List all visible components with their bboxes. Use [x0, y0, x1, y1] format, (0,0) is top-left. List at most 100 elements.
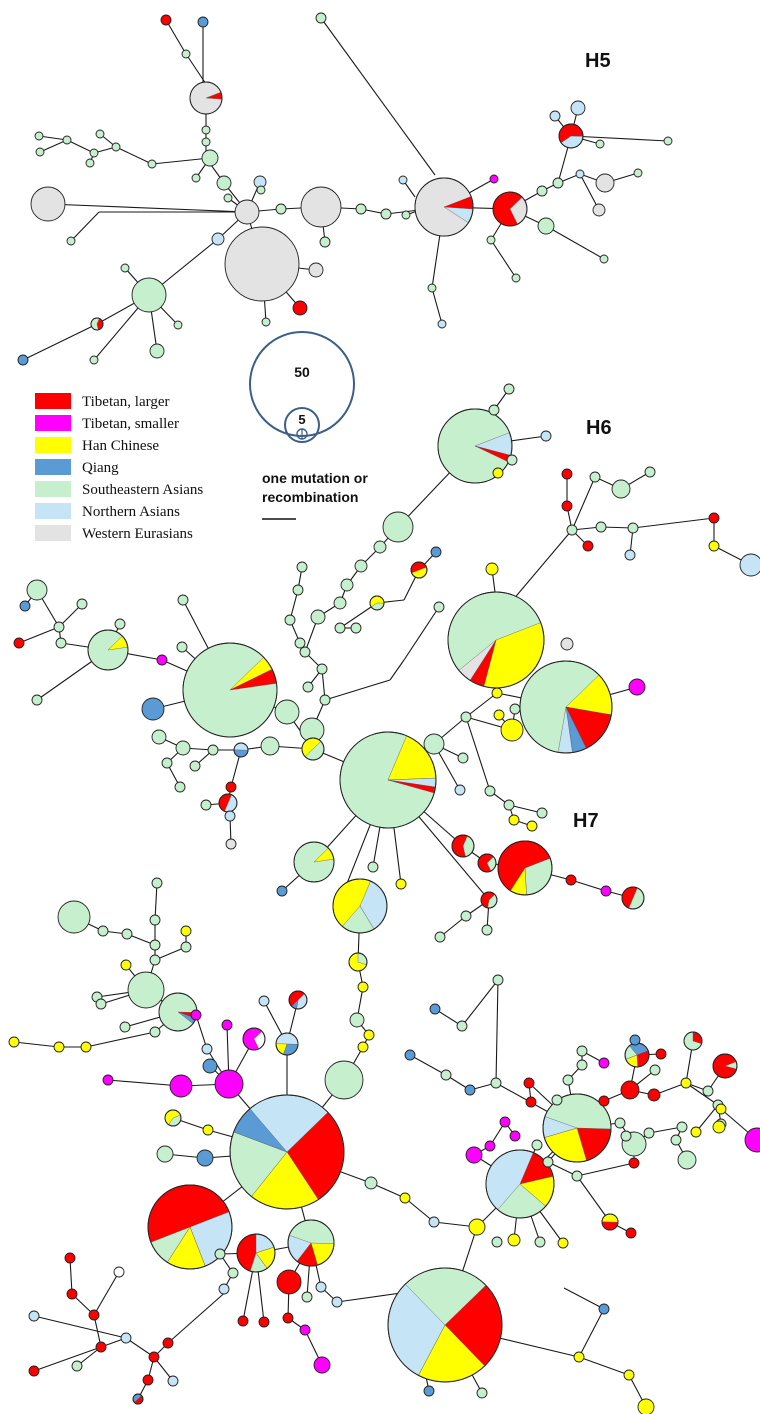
- haplotype-node: [437, 408, 513, 484]
- haplotype-node: [310, 609, 326, 625]
- haplotype-node: [276, 1269, 302, 1295]
- haplotype-node: [53, 1041, 65, 1053]
- network-edge: [85, 1031, 156, 1048]
- network-edge: [93, 1314, 102, 1348]
- node-outline: [287, 1219, 335, 1267]
- haplotype-node: [500, 718, 524, 742]
- haplotype-node: [506, 454, 518, 466]
- network-edge: [47, 203, 248, 213]
- haplotype-node: [476, 1387, 488, 1399]
- network-edge: [508, 804, 543, 814]
- node-outline: [712, 1053, 738, 1079]
- network-edges: [13, 17, 758, 1408]
- haplotype-node: [292, 584, 304, 596]
- haplotype-node: [201, 125, 211, 135]
- network-edge: [465, 692, 498, 718]
- node-outline: [558, 123, 584, 149]
- node-outline: [293, 841, 335, 883]
- node-outline: [410, 561, 428, 579]
- legend-label-southeastern: Southeastern Asians: [82, 482, 203, 498]
- network-edge: [404, 1197, 435, 1223]
- haplotype-node: [430, 546, 442, 558]
- node-outline: [301, 737, 325, 761]
- haplotype-node: [302, 681, 314, 693]
- haplotype-node: [427, 283, 437, 293]
- haplotype-node: [486, 235, 496, 245]
- haplotype-node: [95, 998, 107, 1010]
- haplotype-node: [17, 354, 29, 366]
- haplotype-node: [460, 711, 472, 723]
- haplotype-node: [348, 952, 368, 972]
- haplotype-node: [715, 1103, 727, 1115]
- haplotype-node: [571, 1170, 583, 1182]
- legend: Tibetan, larger Tibetan, smaller Han Chi…: [35, 393, 203, 542]
- haplotype-node: [499, 1116, 511, 1128]
- haplotype-node: [167, 1375, 179, 1387]
- node-outline: [339, 731, 437, 829]
- node-outline: [621, 886, 645, 910]
- haplotype-node: [87, 629, 129, 671]
- network-edge: [695, 1104, 719, 1133]
- pie-slice: [544, 1127, 587, 1162]
- haplotype-node: [151, 877, 163, 889]
- network-edge: [409, 1054, 447, 1076]
- haplotype-node: [712, 1120, 726, 1134]
- legend-swatch-han: [35, 437, 71, 453]
- legend-label-han: Han Chinese: [82, 438, 159, 454]
- haplotype-node: [331, 1296, 343, 1308]
- network-edge: [185, 53, 207, 85]
- legend-label-tibetan-smaller: Tibetan, smaller: [82, 416, 179, 432]
- haplotype-node: [223, 193, 233, 203]
- haplotype-node: [339, 731, 437, 829]
- haplotype-node: [299, 646, 311, 658]
- haplotype-node: [34, 131, 44, 141]
- haplotype-node: [114, 618, 126, 630]
- haplotype-node: [182, 642, 278, 738]
- haplotype-node: [261, 317, 271, 327]
- haplotype-node: [161, 757, 173, 769]
- pie-slice: [387, 735, 436, 781]
- haplotype-node: [456, 1020, 468, 1032]
- network-edge: [154, 946, 187, 961]
- haplotype-node: [111, 142, 121, 152]
- pie-slice: [576, 1127, 611, 1161]
- haplotype-node: [216, 175, 232, 191]
- haplotype-node: [120, 1332, 132, 1344]
- haplotype-node: [90, 317, 104, 331]
- haplotype-node: [423, 733, 445, 755]
- haplotype-node: [296, 561, 308, 573]
- haplotype-node: [708, 540, 720, 552]
- legend-swatch-qiang: [35, 459, 71, 475]
- haplotype-node: [196, 1149, 214, 1167]
- haplotype-node: [177, 594, 189, 606]
- haplotype-node: [350, 622, 362, 634]
- haplotype-node: [211, 232, 225, 246]
- haplotype-node: [598, 1303, 610, 1315]
- haplotype-node: [313, 1356, 331, 1374]
- haplotype-node: [26, 579, 48, 601]
- haplotype-node: [624, 549, 636, 561]
- haplotype-node: [633, 168, 643, 178]
- haplotype-node: [225, 781, 237, 793]
- label-h6: H6: [586, 417, 612, 439]
- haplotype-node: [540, 430, 552, 442]
- haplotype-node: [197, 16, 209, 28]
- haplotype-node: [95, 129, 105, 139]
- haplotype-node: [201, 1043, 213, 1055]
- network-edge: [571, 476, 596, 531]
- haplotype-node: [410, 561, 428, 579]
- network-edge: [324, 679, 391, 701]
- node-outline: [229, 1094, 345, 1210]
- haplotype-node: [508, 814, 520, 826]
- network-edge: [33, 1346, 102, 1372]
- haplotype-node: [284, 614, 296, 626]
- legend-label-western: Western Eurasians: [82, 526, 193, 542]
- haplotype-node: [288, 990, 308, 1010]
- node-outline: [683, 1031, 703, 1051]
- haplotype-node: [414, 177, 474, 237]
- haplotype-node: [292, 300, 308, 316]
- haplotype-node: [151, 729, 167, 745]
- haplotype-node: [491, 1236, 503, 1248]
- haplotype-node: [489, 174, 499, 184]
- pie-slice: [305, 741, 324, 760]
